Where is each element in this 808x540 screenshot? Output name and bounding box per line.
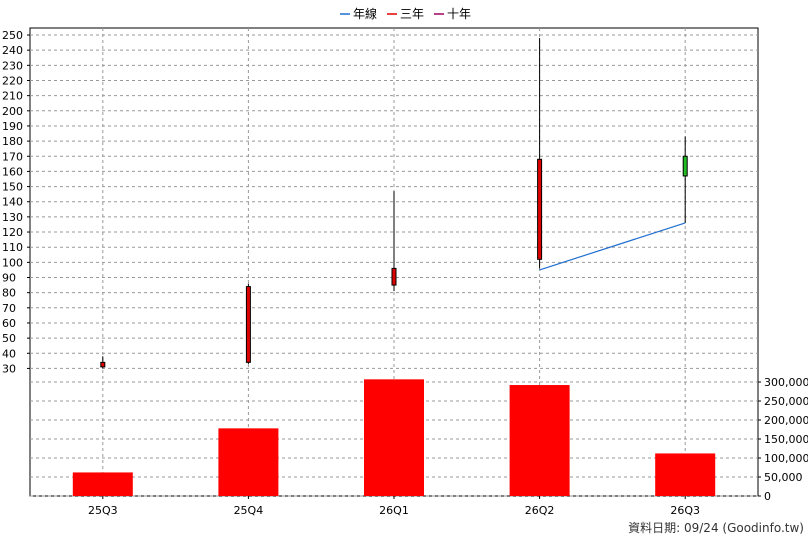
candle-body <box>391 267 397 286</box>
price-tick-label: 140 <box>2 196 23 209</box>
price-tick-label: 110 <box>2 241 23 254</box>
grid <box>30 28 758 497</box>
price-tick-label: 200 <box>2 105 23 118</box>
price-tick-label: 120 <box>2 226 23 239</box>
price-tick-label: 90 <box>2 271 16 284</box>
candle-body <box>245 286 251 363</box>
price-tick-label: 250 <box>2 29 23 42</box>
price-tick-label: 180 <box>2 135 23 148</box>
category-tick-label: 26Q1 <box>379 504 409 517</box>
volume-tick-label: 50,000 <box>764 471 803 484</box>
candle-body <box>537 158 543 260</box>
legend-label: 三年 <box>400 7 424 21</box>
volume-tick-label: 250,000 <box>764 395 808 408</box>
volume-tick-label: 200,000 <box>764 414 808 427</box>
price-tick-label: 170 <box>2 150 23 163</box>
category-tick-label: 25Q4 <box>234 504 264 517</box>
price-tick-label: 100 <box>2 256 23 269</box>
price-tick-label: 230 <box>2 59 23 72</box>
candle-body <box>100 361 106 368</box>
price-axis: 30 40 50 60 70 80 90 100 110 120 130 140 150 160 170 18… <box>2 29 30 375</box>
price-tick-label: 160 <box>2 165 23 178</box>
category-tick-label: 25Q3 <box>88 504 118 517</box>
volume-bars <box>72 379 716 496</box>
price-tick-label: 30 <box>2 362 16 375</box>
price-tick-label: 150 <box>2 181 23 194</box>
annual-line <box>539 222 686 271</box>
category-tick-label: 26Q3 <box>670 504 700 517</box>
price-tick-label: 80 <box>2 287 16 300</box>
price-tick-label: 60 <box>2 317 16 330</box>
footer-source: 資料日期: 09/24 (Goodinfo.tw) <box>628 521 804 535</box>
volume-tick-label: 100,000 <box>764 452 808 465</box>
candle-body <box>682 155 688 177</box>
volume-tick-label: 300,000 <box>764 376 808 389</box>
volume-tick-label: 150,000 <box>764 433 808 446</box>
price-tick-label: 130 <box>2 211 23 224</box>
price-tick-label: 190 <box>2 120 23 133</box>
price-tick-label: 210 <box>2 90 23 103</box>
price-tick-label: 40 <box>2 347 16 360</box>
price-tick-label: 50 <box>2 332 16 345</box>
volume-bar <box>364 379 424 496</box>
price-tick-label: 70 <box>2 302 16 315</box>
volume-axis: 0 50,000 100,000 150,000 200,000 250,000 300,0… <box>758 376 808 503</box>
annual-line-path <box>539 222 686 271</box>
volume-tick-label: 0 <box>764 490 771 503</box>
volume-bar <box>72 472 133 496</box>
legend-label: 年線 <box>353 6 377 21</box>
volume-bar <box>509 385 570 496</box>
category-tick-label: 26Q2 <box>525 504 555 517</box>
volume-bar <box>655 453 716 496</box>
price-tick-label: 240 <box>2 44 23 57</box>
volume-bar <box>218 428 279 496</box>
candlesticks <box>100 38 688 369</box>
category-axis: 25Q3 25Q4 26Q1 26Q2 26Q3 <box>88 496 700 517</box>
legend: 年線 三年 十年 <box>340 6 471 21</box>
legend-label: 十年 <box>447 7 471 21</box>
price-tick-label: 220 <box>2 74 23 87</box>
